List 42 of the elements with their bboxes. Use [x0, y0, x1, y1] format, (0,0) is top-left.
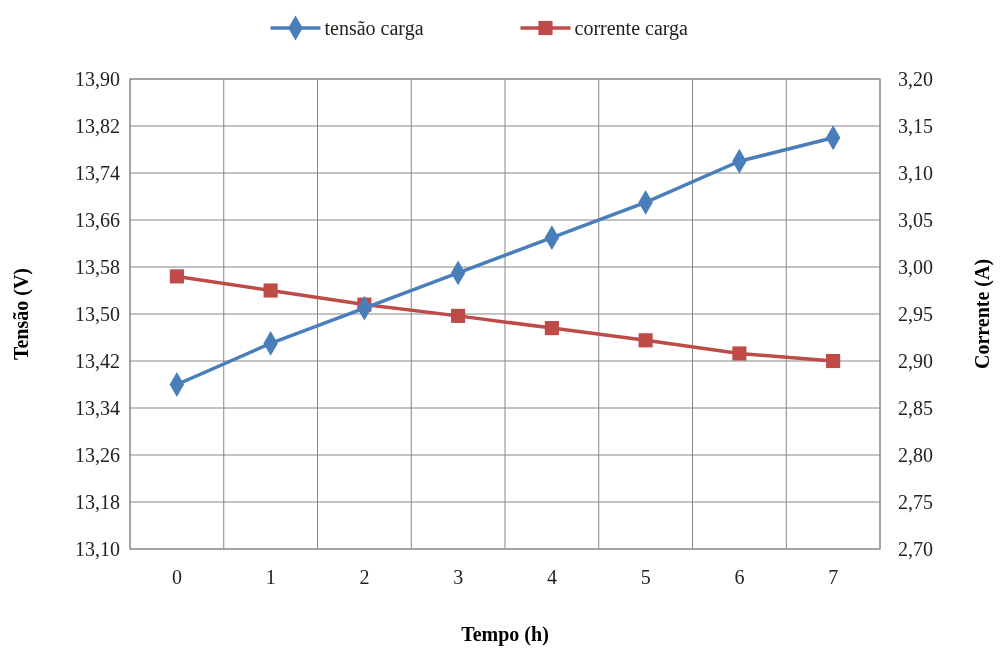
x-tick-label: 5: [640, 566, 651, 588]
y2-tick-label: 2,85: [898, 397, 933, 419]
x-tick-label: 1: [265, 566, 276, 588]
x-tick-label: 2: [359, 566, 370, 588]
point: [451, 308, 466, 323]
point: [638, 333, 653, 348]
y2-tick-label: 2,95: [898, 303, 933, 325]
y-tick-label: 13,90: [75, 68, 120, 90]
y2-tick-label: 2,70: [898, 538, 933, 560]
y-tick-label: 13,74: [75, 162, 120, 184]
y2-tick-label: 2,75: [898, 491, 933, 513]
point: [826, 353, 841, 369]
y2-tick-label: 3,20: [898, 68, 933, 90]
legend-label: tensão carga: [324, 17, 424, 40]
y-tick-label: 13,42: [75, 350, 120, 372]
x-tick-label: 0: [171, 566, 182, 588]
y-tick-label: 13,34: [75, 397, 120, 419]
point: [544, 321, 559, 336]
x-tick-label: 4: [546, 566, 557, 588]
point: [169, 269, 184, 284]
point: [732, 346, 747, 361]
point: [263, 283, 278, 298]
x-axis-title: Tempo (h): [461, 623, 549, 646]
y2-tick-label: 2,80: [898, 444, 933, 466]
y-tick-label: 13,26: [75, 444, 120, 466]
y-tick-label: 13,58: [75, 256, 120, 278]
y2-tick-label: 3,05: [898, 209, 933, 231]
y2-tick-label: 3,00: [898, 256, 933, 278]
y-tick-label: 13,66: [75, 209, 120, 231]
y-tick-label: 13,82: [75, 115, 120, 137]
y-axis-title: Tensão (V): [10, 267, 33, 361]
x-tick-label: 7: [828, 566, 839, 588]
y2-tick-label: 3,15: [898, 115, 933, 137]
y-tick-label: 13,18: [75, 491, 120, 513]
y2-tick-label: 3,10: [898, 162, 933, 184]
y2-axis-title: Corrente (A): [971, 258, 994, 370]
y-tick-label: 13,50: [75, 303, 120, 325]
y2-tick-label: 2,90: [898, 350, 933, 372]
y-tick-label: 13,10: [75, 538, 120, 560]
x-tick-label: 6: [734, 566, 745, 588]
x-tick-label: 3: [453, 566, 464, 588]
legend-label: corrente carga: [574, 17, 689, 40]
